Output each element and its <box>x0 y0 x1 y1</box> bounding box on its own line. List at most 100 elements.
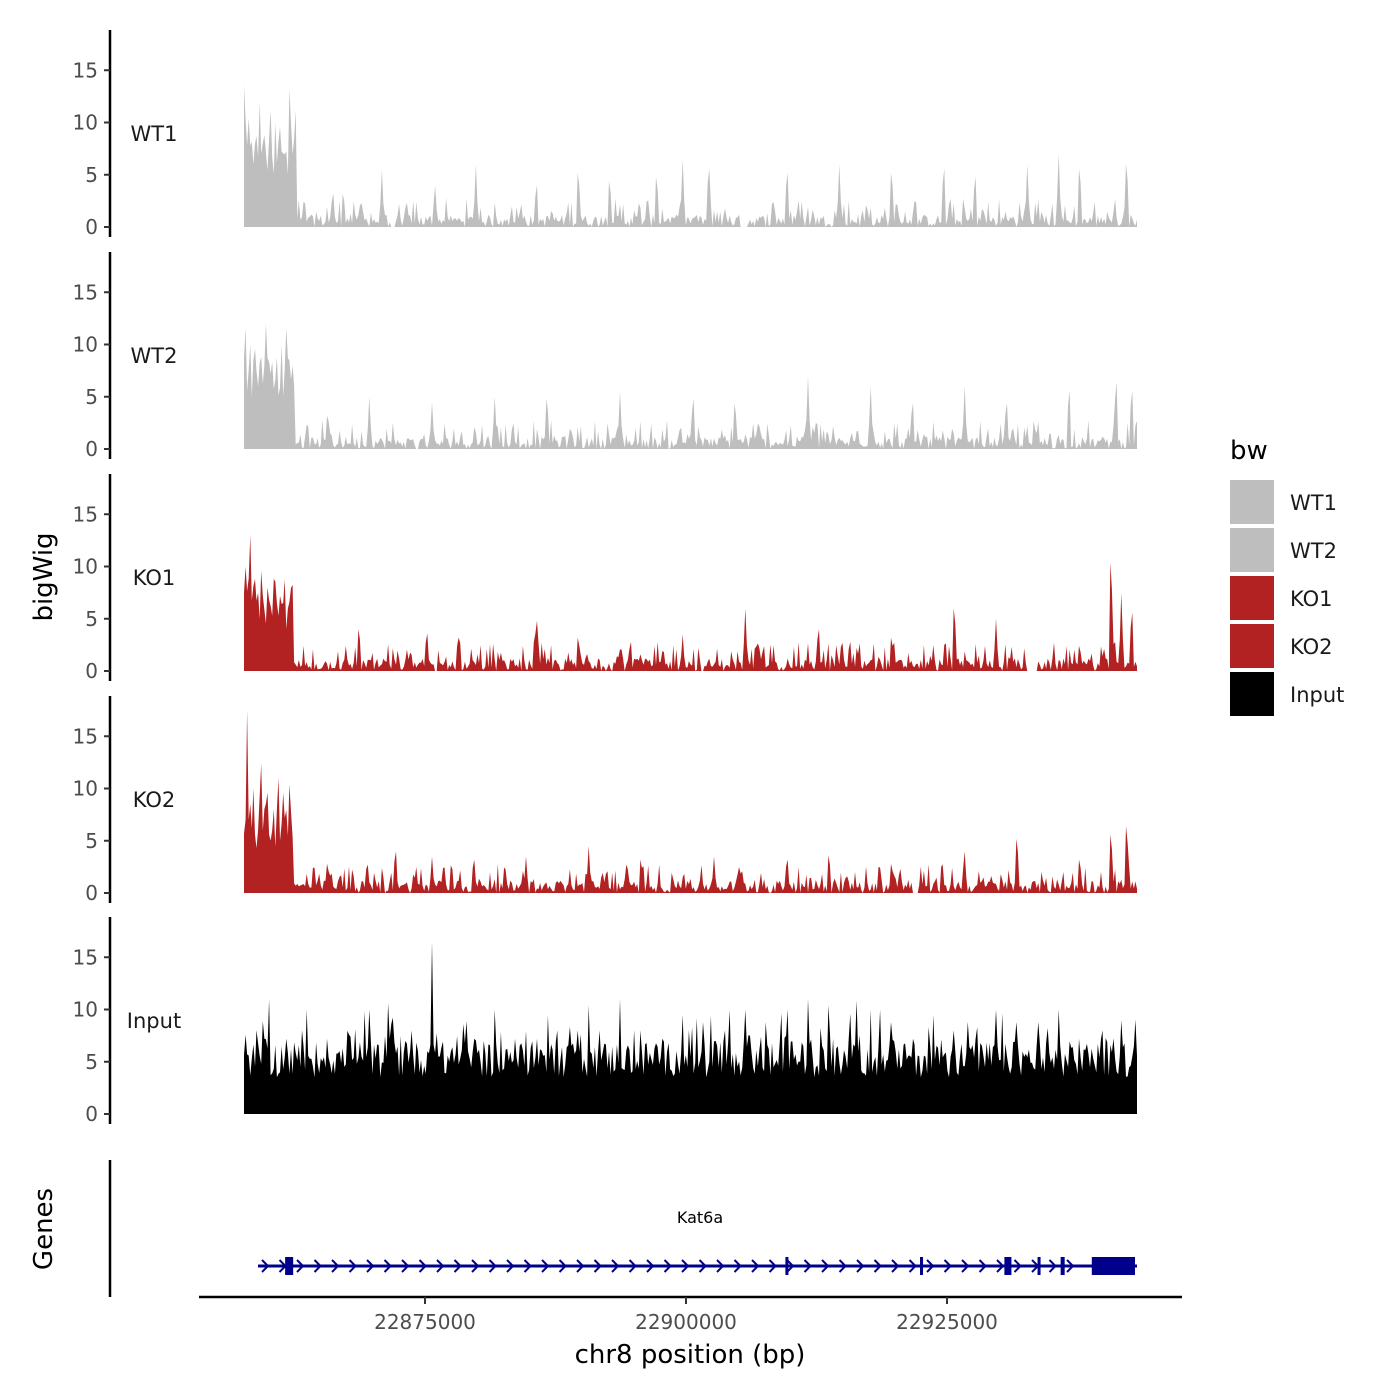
strand-arrow <box>576 1259 585 1273</box>
strand-arrow <box>1066 1259 1075 1273</box>
strand-arrow <box>453 1259 462 1273</box>
y-tick-label: 10 <box>73 998 98 1022</box>
strand-arrow <box>418 1259 427 1273</box>
track-KO2: 0 5 10 15 KO2 <box>73 696 1137 905</box>
y-tick-label: 0 <box>85 1102 98 1126</box>
strand-arrow <box>943 1259 952 1273</box>
legend-label-Input: Input <box>1290 683 1344 707</box>
x-tick-label: 22900000 <box>635 1310 737 1334</box>
x-axis: 22875000 22900000 22925000 <box>199 1295 1182 1334</box>
gene-exon <box>920 1257 924 1275</box>
y-tick-label: 15 <box>73 502 98 526</box>
gene-exon <box>285 1257 294 1275</box>
y-tick-label: 5 <box>85 607 98 631</box>
y-tick-label: 10 <box>73 333 98 357</box>
strand-arrow <box>348 1259 357 1273</box>
signal-area-WT1 <box>244 84 1137 228</box>
track-WT2: 0 5 10 15 WT2 <box>73 252 1137 461</box>
y-tick-label: 5 <box>85 1050 98 1074</box>
strand-arrow <box>891 1259 900 1273</box>
legend: bw WT1 WT2 KO1 KO2 Input <box>1230 436 1344 716</box>
track-label: WT2 <box>131 344 178 368</box>
y-tick-label: 15 <box>73 945 98 969</box>
strand-arrow <box>768 1259 777 1273</box>
track-label: WT1 <box>131 122 178 146</box>
strand-arrow <box>313 1259 322 1273</box>
signal-area-KO1 <box>244 535 1137 671</box>
y-tick-label: 15 <box>73 280 98 304</box>
legend-swatch-KO2 <box>1230 624 1274 668</box>
gene-exon <box>1060 1257 1065 1275</box>
strand-arrow <box>681 1259 690 1273</box>
strand-arrow <box>593 1259 602 1273</box>
legend-label-KO2: KO2 <box>1290 635 1333 659</box>
strand-arrow <box>1013 1259 1022 1273</box>
track-label: Input <box>127 1009 181 1033</box>
strand-arrow <box>261 1259 270 1273</box>
track-WT1: 0 5 10 15 WT1 <box>73 30 1137 239</box>
gene-exon <box>1037 1257 1041 1275</box>
strand-arrow <box>821 1259 830 1273</box>
strand-arrow <box>716 1259 725 1273</box>
strand-arrow <box>366 1259 375 1273</box>
strand-arrow <box>961 1259 970 1273</box>
strand-arrow <box>523 1259 532 1273</box>
gene-exon <box>1091 1257 1135 1275</box>
legend-label-KO1: KO1 <box>1290 587 1333 611</box>
strand-arrow <box>646 1259 655 1273</box>
strand-arrow <box>926 1259 935 1273</box>
strand-arrow <box>436 1259 445 1273</box>
y-tick-label: 5 <box>85 385 98 409</box>
genes-axis-title: Genes <box>29 1188 59 1270</box>
strand-arrow <box>856 1259 865 1273</box>
y-tick-label: 5 <box>85 163 98 187</box>
legend-label-WT1: WT1 <box>1290 491 1337 515</box>
track-label: KO1 <box>133 566 176 590</box>
y-tick-label: 10 <box>73 111 98 135</box>
track-KO1: 0 5 10 15 KO1 <box>73 474 1137 683</box>
legend-label-WT2: WT2 <box>1290 539 1337 563</box>
strand-arrow <box>786 1259 795 1273</box>
strand-arrow <box>803 1259 812 1273</box>
y-tick-label: 10 <box>73 777 98 801</box>
strand-arrow <box>628 1259 637 1273</box>
y-axis-title: bigWig <box>29 532 59 621</box>
strand-arrow <box>558 1259 567 1273</box>
strand-arrow <box>1048 1259 1057 1273</box>
strand-arrow <box>471 1259 480 1273</box>
legend-swatch-WT1 <box>1230 480 1274 524</box>
strand-arrow <box>663 1259 672 1273</box>
signal-area-KO2 <box>244 710 1137 893</box>
y-tick-label: 15 <box>73 724 98 748</box>
y-tick-label: 15 <box>73 58 98 82</box>
gene-exon <box>785 1257 789 1275</box>
strand-arrow <box>383 1259 392 1273</box>
strand-arrow <box>488 1259 497 1273</box>
strand-arrow <box>698 1259 707 1273</box>
gene-panel: Kat6a <box>108 1160 1137 1297</box>
y-tick-label: 0 <box>85 881 98 905</box>
legend-swatch-Input <box>1230 672 1274 716</box>
y-tick-label: 10 <box>73 555 98 579</box>
strand-arrow <box>296 1259 305 1273</box>
strand-arrow <box>733 1259 742 1273</box>
track-label: KO2 <box>133 788 176 812</box>
strand-arrow <box>908 1259 917 1273</box>
gene-exon <box>1004 1257 1012 1275</box>
legend-swatch-WT2 <box>1230 528 1274 572</box>
y-tick-label: 5 <box>85 829 98 853</box>
strand-arrow <box>541 1259 550 1273</box>
gene-name-label: Kat6a <box>677 1208 723 1227</box>
signal-area-Input <box>244 941 1137 1114</box>
strand-arrow <box>996 1259 1005 1273</box>
strand-arrow <box>838 1259 847 1273</box>
track-panels: 0 5 10 15 WT1 0 5 10 15 WT2 0 5 10 15 KO1 0 5 10 15 KO2 0 5 10… <box>73 30 1137 1126</box>
strand-arrow <box>506 1259 515 1273</box>
legend-title: bw <box>1230 436 1268 466</box>
x-axis-title: chr8 position (bp) <box>575 1340 806 1370</box>
strand-arrow <box>401 1259 410 1273</box>
track-Input: 0 5 10 15 Input <box>73 917 1137 1126</box>
y-tick-label: 0 <box>85 437 98 461</box>
y-tick-label: 0 <box>85 215 98 239</box>
